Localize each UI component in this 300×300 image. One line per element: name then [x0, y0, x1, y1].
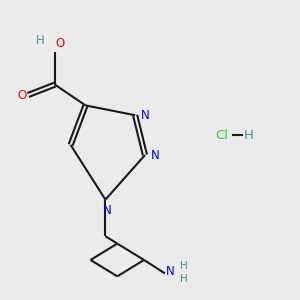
- Text: N: N: [166, 266, 175, 278]
- Text: H: H: [180, 261, 188, 271]
- Text: N: N: [103, 204, 111, 217]
- Text: H: H: [244, 129, 254, 142]
- Text: O: O: [55, 38, 64, 50]
- Text: N: N: [141, 109, 150, 122]
- Text: H: H: [180, 274, 188, 284]
- Text: Cl: Cl: [215, 129, 228, 142]
- Text: H: H: [36, 34, 44, 47]
- Text: N: N: [151, 148, 160, 162]
- Text: O: O: [17, 88, 27, 101]
